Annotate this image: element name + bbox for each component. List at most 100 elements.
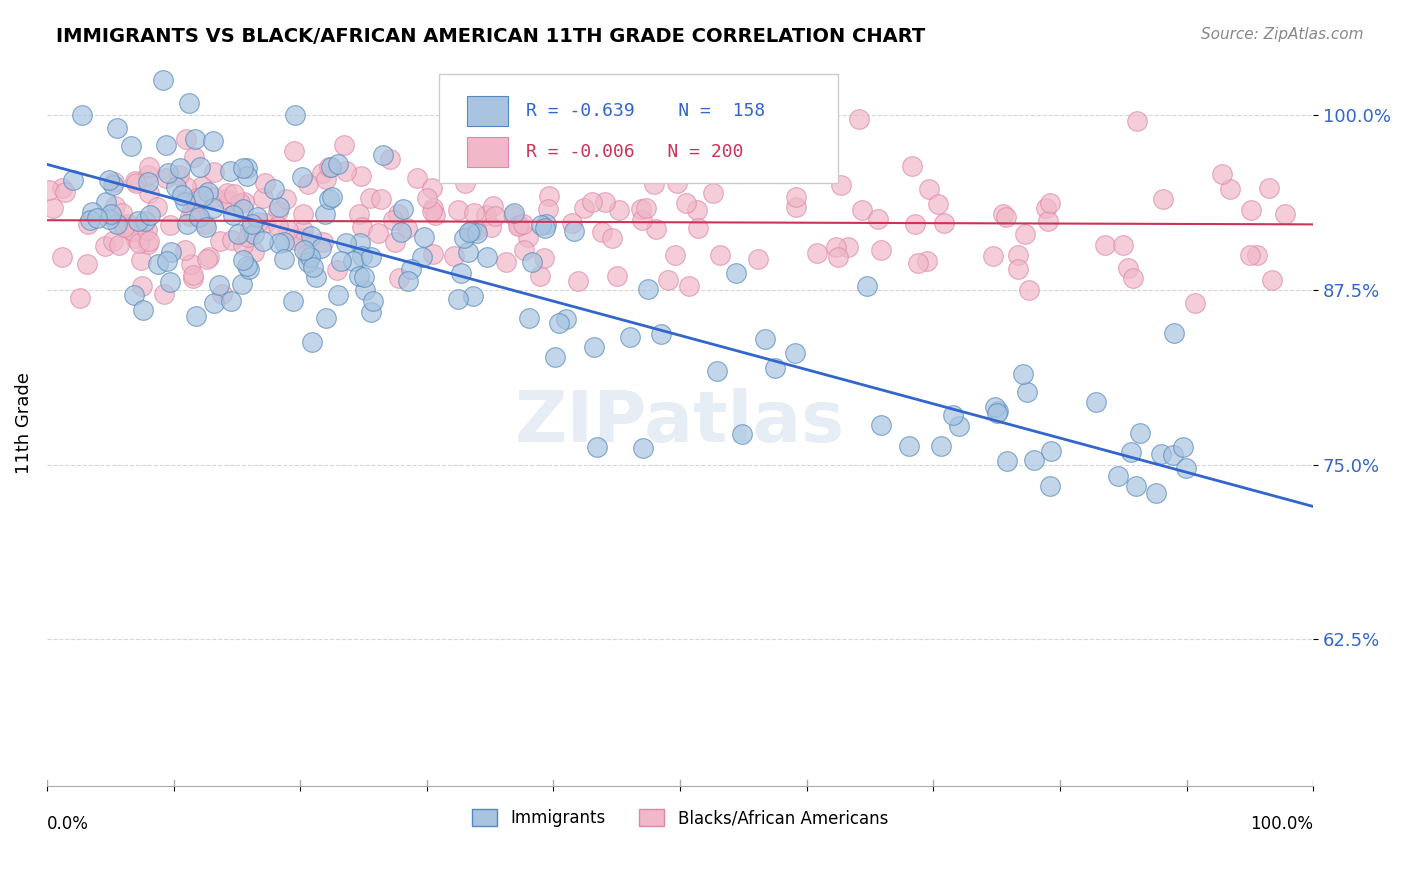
Point: [993, 207, 1015, 221]
Point: [100, 207, 122, 221]
Point: [664, 248, 686, 262]
Point: [1184, 295, 1206, 310]
Point: [870, 243, 893, 257]
Point: [678, 279, 700, 293]
Point: [298, 250, 321, 264]
Point: [315, 311, 337, 326]
Point: [666, 176, 689, 190]
Point: [405, 171, 427, 186]
Point: [837, 240, 859, 254]
Point: [273, 235, 295, 249]
Point: [62, 173, 84, 187]
Point: [645, 222, 668, 236]
Point: [188, 160, 211, 174]
Point: [70, 108, 93, 122]
Point: [120, 223, 142, 237]
Point: [302, 260, 325, 274]
Point: [1152, 192, 1174, 206]
Point: [136, 175, 159, 189]
Point: [107, 238, 129, 252]
Point: [458, 226, 481, 240]
Point: [120, 138, 142, 153]
FancyBboxPatch shape: [467, 136, 508, 167]
Point: [554, 312, 576, 326]
Point: [94, 194, 117, 209]
Point: [413, 230, 436, 244]
Point: [197, 185, 219, 199]
Point: [252, 191, 274, 205]
Point: [353, 283, 375, 297]
Point: [184, 309, 207, 323]
Text: 100.0%: 100.0%: [1250, 814, 1313, 833]
Point: [657, 272, 679, 286]
Point: [342, 254, 364, 268]
Point: [112, 220, 135, 235]
Point: [411, 251, 433, 265]
Point: [281, 294, 304, 309]
Point: [353, 269, 375, 284]
Point: [536, 217, 558, 231]
Point: [124, 231, 146, 245]
Point: [326, 288, 349, 302]
Point: [155, 137, 177, 152]
Point: [856, 279, 879, 293]
Point: [520, 255, 543, 269]
Point: [153, 287, 176, 301]
Point: [360, 305, 382, 319]
Point: [138, 186, 160, 201]
Point: [529, 269, 551, 284]
Point: [350, 169, 373, 184]
Point: [184, 194, 207, 209]
Point: [335, 163, 357, 178]
Point: [519, 311, 541, 326]
Point: [1039, 479, 1062, 493]
Point: [1125, 479, 1147, 493]
Point: [783, 345, 806, 359]
Point: [582, 341, 605, 355]
Point: [508, 218, 530, 232]
Point: [132, 303, 155, 318]
Point: [321, 190, 343, 204]
Point: [330, 254, 353, 268]
Point: [219, 163, 242, 178]
Point: [352, 248, 374, 262]
Point: [381, 212, 404, 227]
Point: [103, 175, 125, 189]
Point: [396, 274, 419, 288]
Point: [297, 177, 319, 191]
Point: [686, 202, 709, 217]
Point: [731, 426, 754, 441]
Point: [827, 250, 849, 264]
Point: [243, 227, 266, 241]
Point: [1161, 448, 1184, 462]
Point: [765, 361, 787, 376]
Point: [1014, 227, 1036, 241]
Point: [239, 220, 262, 235]
Point: [461, 289, 484, 303]
Point: [1108, 469, 1130, 483]
Point: [152, 72, 174, 87]
Point: [1015, 384, 1038, 399]
Point: [222, 208, 245, 222]
Point: [502, 208, 524, 222]
Point: [187, 210, 209, 224]
Point: [315, 171, 337, 186]
Point: [986, 406, 1008, 420]
Point: [1125, 114, 1147, 128]
Point: [630, 212, 652, 227]
Point: [253, 216, 276, 230]
Point: [326, 262, 349, 277]
Point: [1119, 444, 1142, 458]
Text: R = -0.639    N =  158: R = -0.639 N = 158: [526, 103, 765, 120]
Point: [562, 224, 585, 238]
Point: [686, 221, 709, 235]
Point: [222, 186, 245, 201]
Point: [600, 231, 623, 245]
Point: [233, 195, 256, 210]
Point: [361, 293, 384, 308]
Point: [1274, 206, 1296, 220]
Point: [170, 187, 193, 202]
Point: [401, 262, 423, 277]
Point: [219, 293, 242, 308]
Point: [277, 223, 299, 237]
